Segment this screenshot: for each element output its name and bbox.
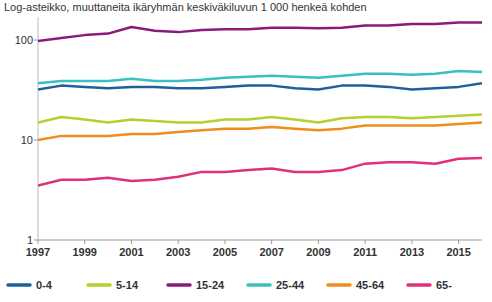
x-tick [131, 240, 132, 244]
legend-label: 0-4 [36, 279, 53, 291]
y-tick-label: 1 [27, 234, 33, 246]
x-axis [38, 240, 482, 241]
y-tick [34, 40, 38, 41]
title: Log-asteikko, muuttaneita ikäryhmän kesk… [4, 1, 367, 13]
series-line [38, 22, 482, 40]
x-tick-label: 2005 [213, 246, 237, 258]
x-tick-label: 2015 [446, 246, 470, 258]
x-tick-label: 2007 [259, 246, 283, 258]
x-tick [38, 240, 39, 244]
legend-label: 25-44 [276, 279, 305, 291]
y-axis [38, 17, 39, 240]
x-tick [365, 240, 366, 244]
x-tick-label: 2011 [353, 246, 377, 258]
x-tick-label: 2009 [306, 246, 330, 258]
y-tick-label: 100 [15, 34, 33, 46]
legend-swatch [8, 283, 30, 287]
x-tick [318, 240, 319, 244]
y-tick [34, 140, 38, 141]
legend-swatch [408, 283, 430, 287]
x-tick [458, 240, 459, 244]
legend-label: 65- [436, 279, 452, 291]
legend: 0-4 5-14 15-24 25-44 45-64 65- [8, 279, 452, 291]
x-tick [84, 240, 85, 244]
legend-swatch [328, 283, 350, 287]
x-tick [411, 240, 412, 244]
legend-swatch [248, 283, 270, 287]
legend-swatch [168, 283, 190, 287]
x-tick-label: 2003 [166, 246, 190, 258]
series-line [38, 158, 482, 186]
y-tick-label: 10 [21, 134, 33, 146]
x-tick-label: 1999 [72, 246, 96, 258]
legend-label: 5-14 [116, 279, 139, 291]
x-tick [178, 240, 179, 244]
x-tick-label: 1997 [26, 246, 50, 258]
series-line [38, 71, 482, 83]
plot-area [38, 22, 482, 185]
legend-label: 15-24 [196, 279, 225, 291]
series-line [38, 83, 482, 89]
series-line [38, 122, 482, 140]
legend-swatch [88, 283, 110, 287]
x-tick [271, 240, 272, 244]
y-tick [34, 240, 38, 241]
legend-label: 45-64 [356, 279, 385, 291]
chart: Log-asteikko, muuttaneita ikäryhmän kesk… [0, 0, 492, 302]
x-tick [224, 240, 225, 244]
series-line [38, 115, 482, 123]
x-tick-label: 2013 [400, 246, 424, 258]
x-tick-label: 2001 [119, 246, 143, 258]
